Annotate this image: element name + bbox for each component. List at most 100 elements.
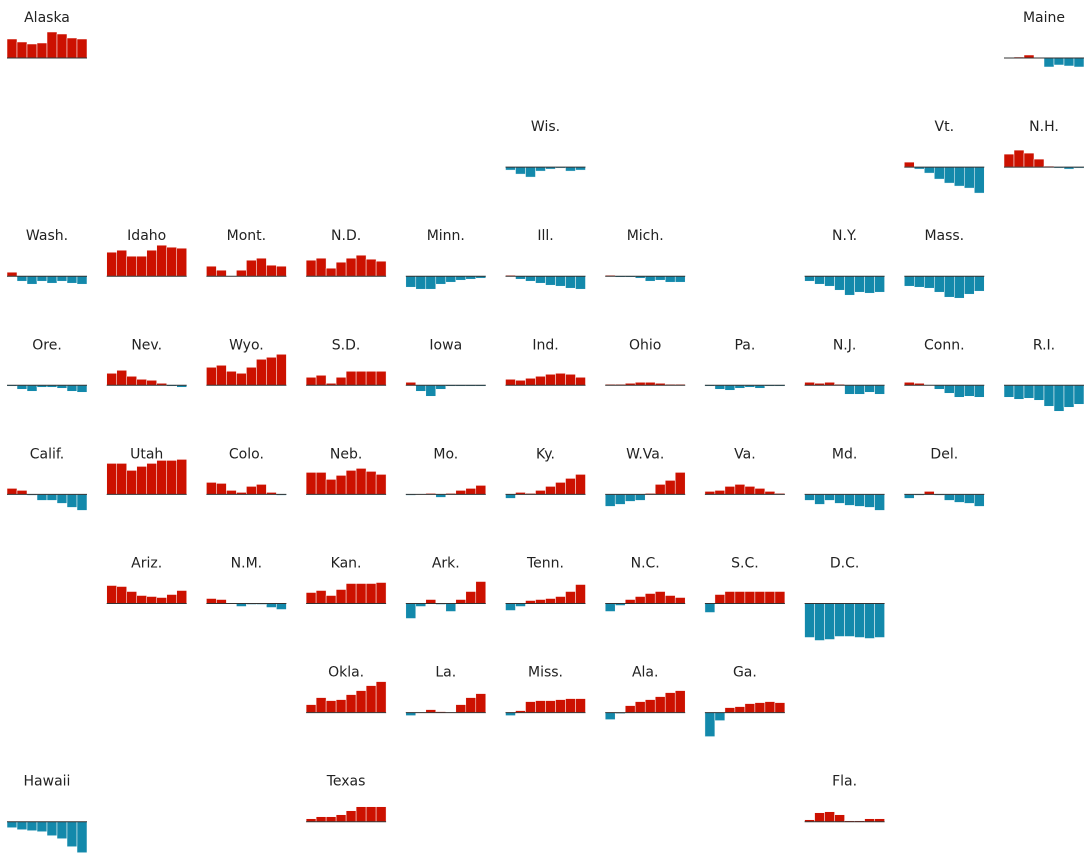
bar [1063, 57, 1075, 67]
bar [644, 593, 656, 604]
bar [565, 698, 576, 713]
bar [176, 247, 187, 277]
bar [1013, 385, 1025, 400]
bar [555, 699, 566, 713]
state-chart-mich: Mich. [604, 228, 686, 283]
state-label: Wyo. [229, 337, 264, 353]
bar [904, 161, 915, 168]
bar [664, 480, 676, 495]
bar [535, 166, 546, 172]
state-chart-n-h: N.H. [1003, 119, 1085, 170]
bar [335, 261, 347, 277]
bar [365, 583, 377, 604]
state-chart-ark: Ark. [405, 556, 487, 619]
bar [126, 591, 137, 604]
bar [834, 814, 845, 822]
bar [575, 584, 586, 604]
state-chart-s-d: S.D. [305, 337, 387, 386]
bar [126, 376, 137, 386]
bar [704, 603, 716, 613]
bar [704, 712, 716, 737]
bar [804, 603, 815, 638]
state-chart-ore: Ore. [6, 337, 88, 393]
state-label: N.J. [833, 337, 857, 353]
bar [674, 690, 686, 713]
bar [754, 702, 766, 713]
state-label: Ga. [733, 665, 757, 681]
state-chart-fla: Fla. [804, 774, 885, 823]
bar [345, 257, 357, 277]
bar [1073, 57, 1085, 68]
bar [276, 354, 287, 386]
bar [854, 494, 865, 507]
bar [365, 258, 377, 277]
bar [824, 603, 835, 640]
bar [435, 385, 447, 390]
bar [814, 275, 825, 285]
bar [335, 589, 347, 604]
state-label: R.I. [1033, 337, 1055, 353]
bar [136, 379, 147, 386]
bar [246, 259, 257, 277]
bar [305, 377, 317, 386]
state-chart-okla: Okla. [305, 665, 387, 714]
bar [375, 582, 387, 604]
state-label: N.C. [631, 556, 660, 572]
bar [136, 466, 147, 495]
bar [475, 581, 487, 604]
bar [555, 596, 566, 604]
bar [964, 275, 975, 295]
state-chart-alaska: Alaska [6, 10, 88, 59]
bar [305, 704, 317, 713]
bar [305, 592, 317, 604]
bar [644, 699, 656, 713]
bar [714, 594, 726, 604]
state-label: Tenn. [526, 556, 564, 572]
state-label: Ill. [537, 228, 553, 244]
bar [76, 385, 88, 393]
bar [325, 479, 337, 495]
bar [964, 494, 975, 504]
bar [455, 490, 467, 495]
state-chart-ind: Ind. [505, 337, 586, 386]
bar [365, 806, 377, 822]
bar [176, 459, 187, 495]
bar [375, 474, 387, 495]
state-label: Idaho [127, 228, 166, 244]
state-label: N.H. [1029, 119, 1059, 135]
state-label: D.C. [830, 556, 859, 572]
bar [734, 706, 746, 713]
bar [505, 379, 516, 386]
bar [714, 490, 726, 495]
state-label: Texas [326, 774, 366, 790]
bar [754, 488, 766, 495]
state-label: La. [435, 665, 456, 681]
bar [874, 603, 885, 638]
bar [974, 385, 985, 398]
bar [565, 591, 576, 604]
state-label: S.D. [332, 337, 361, 353]
state-chart-ohio: Ohio [604, 337, 686, 386]
bar [515, 166, 526, 175]
bar [954, 275, 965, 299]
bar [545, 598, 556, 604]
bar [266, 357, 277, 386]
state-label: Vt. [935, 119, 955, 135]
bar [744, 591, 756, 604]
state-chart-neb: Neb. [305, 446, 387, 495]
bar [116, 463, 127, 495]
state-chart-del: Del. [904, 446, 985, 507]
bar [525, 701, 536, 713]
bar [6, 488, 18, 495]
bar [76, 821, 88, 853]
state-chart-ky: Ky. [505, 446, 586, 499]
bar [66, 494, 78, 508]
bar [714, 385, 726, 390]
state-chart-minn: Minn. [405, 228, 487, 290]
bar [425, 599, 437, 604]
bar [814, 603, 825, 641]
bar [56, 821, 68, 839]
bar [455, 599, 467, 604]
state-label: Kan. [331, 556, 362, 572]
bar [1003, 153, 1015, 168]
